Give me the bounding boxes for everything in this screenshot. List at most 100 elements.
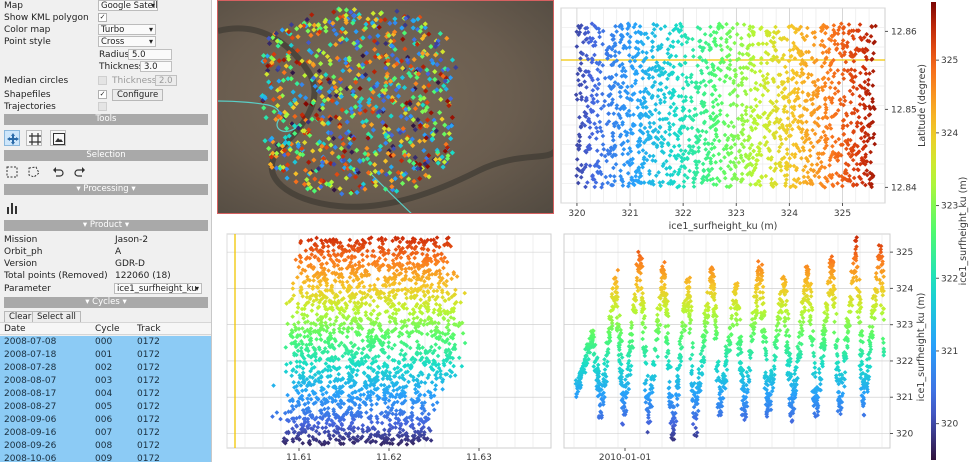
map-point — [318, 85, 324, 91]
latitude-point — [791, 104, 797, 109]
longitude-point — [396, 434, 402, 439]
longitude-point — [422, 292, 428, 298]
configure-button[interactable]: Configure — [112, 89, 164, 101]
latitude-point — [806, 136, 812, 142]
latitude-point — [647, 66, 652, 71]
date-column-header[interactable]: Date — [4, 324, 26, 334]
move-tool-button[interactable] — [4, 130, 20, 146]
table-row[interactable]: 2008-09-26 008 0172 — [0, 440, 211, 453]
latitude-point — [689, 116, 695, 122]
height-vs-time-chart[interactable]: 3203213223233243252010-01-01ice1_surfhei… — [560, 232, 930, 462]
latitude-point — [784, 147, 790, 152]
latitude-point — [687, 168, 692, 174]
map-point — [399, 180, 406, 186]
median-thickness-spinbox[interactable]: 2.0 — [155, 75, 177, 86]
longitude-point — [367, 416, 373, 421]
parameter-combo[interactable]: ice1_surfheight_ku — [114, 283, 202, 294]
latitude-point — [803, 49, 809, 55]
shapefiles-checkbox[interactable]: ✓ — [98, 90, 107, 99]
table-row[interactable]: 2008-07-28 002 0172 — [0, 362, 211, 375]
timeseries-plot[interactable]: 320 321 322 323 324 325 2010-01-01 ice1_surfhei… — [560, 232, 930, 462]
longitude-point — [397, 250, 402, 256]
table-row[interactable]: 2008-08-27 005 0172 — [0, 401, 211, 414]
latitude-point — [811, 42, 817, 48]
longitude-point — [404, 419, 410, 425]
redo-button[interactable] — [72, 164, 88, 180]
latitude-point — [668, 43, 673, 49]
table-row[interactable]: 2008-10-06 009 0172 — [0, 453, 211, 462]
image-tool-button[interactable] — [50, 130, 66, 146]
longitude-point — [296, 431, 301, 436]
radius-spinbox[interactable]: 5.0 — [128, 49, 172, 60]
latitude-plot[interactable]: 320 321 322 323 324 325 12.86 12.85 12.84 ice1_su… — [557, 0, 929, 234]
satellite-map[interactable] — [218, 1, 554, 214]
table-row[interactable]: 2008-08-17 004 0172 — [0, 388, 211, 401]
latitude-point — [678, 62, 684, 68]
height-vs-longitude-chart[interactable]: 11.61 11.62 11.63 — [217, 232, 557, 462]
longitude-point — [446, 322, 451, 327]
map-view[interactable] — [217, 0, 554, 214]
longitude-point — [436, 308, 441, 313]
longitude-point — [402, 398, 408, 404]
longitude-point — [315, 420, 321, 426]
latitude-point — [650, 30, 655, 36]
latitude-point — [608, 86, 614, 92]
product-section-bar[interactable]: ▾ Product ▾ — [4, 220, 208, 231]
colormap-combo[interactable]: Turbo — [98, 24, 156, 35]
longitude-point — [336, 300, 341, 305]
map-point — [332, 144, 338, 150]
median-checkbox[interactable] — [98, 76, 107, 85]
map-point — [348, 106, 354, 112]
latitude-vs-height-chart[interactable]: 320 321 322 323 324 32512.8612.8512.84ice1_su… — [557, 0, 929, 234]
longitude-point — [426, 297, 432, 303]
longitude-point — [365, 334, 371, 340]
pointstyle-combo[interactable]: Cross — [98, 36, 156, 47]
frame-tool-button[interactable] — [26, 130, 42, 146]
latitude-point — [650, 158, 655, 163]
trajectories-checkbox[interactable] — [98, 102, 107, 111]
longitude-point — [290, 426, 295, 432]
cycle-column-header[interactable]: Cycle — [95, 324, 120, 334]
latitude-point — [864, 159, 870, 164]
longitude-point — [451, 363, 456, 369]
latitude-point — [811, 168, 817, 173]
table-row[interactable]: 2008-07-08 000 0172 — [0, 336, 211, 349]
selection-section-bar[interactable]: Selection — [4, 150, 208, 161]
longitude-point — [371, 298, 377, 304]
rect-select-button[interactable] — [4, 164, 20, 180]
longitude-point — [357, 316, 362, 322]
kml-checkbox[interactable]: ✓ — [98, 13, 107, 22]
histogram-button[interactable] — [4, 200, 20, 216]
longitude-plot[interactable]: 11.61 11.62 11.63 — [217, 232, 557, 462]
latitude-point — [857, 161, 863, 167]
latitude-point — [845, 137, 851, 143]
cycles-section-bar[interactable]: ▾ Cycles ▾ — [4, 297, 208, 308]
undo-button[interactable] — [50, 164, 66, 180]
latitude-point — [750, 108, 756, 114]
cycle-cell: 005 — [95, 402, 113, 412]
longitude-point — [382, 432, 388, 437]
lasso-select-button[interactable] — [26, 164, 42, 180]
map-combo[interactable]: Google Satellite — [98, 0, 158, 11]
processing-section-bar[interactable]: ▾ Processing ▾ — [4, 184, 208, 195]
thickness-spinbox[interactable]: 3.0 — [140, 61, 172, 72]
track-column-header[interactable]: Track — [137, 324, 161, 334]
latitude-point — [818, 181, 823, 186]
latitude-point — [677, 61, 682, 67]
table-row[interactable]: 2008-09-16 007 0172 — [0, 427, 211, 440]
longitude-point — [372, 254, 377, 259]
table-row[interactable]: 2008-09-06 006 0172 — [0, 414, 211, 427]
longitude-point — [393, 425, 398, 430]
latitude-point — [621, 103, 627, 109]
latitude-point — [665, 60, 671, 66]
latitude-point — [665, 47, 671, 52]
map-point — [295, 34, 301, 40]
longitude-point — [428, 237, 434, 243]
latitude-point — [846, 162, 851, 168]
tools-section-bar[interactable]: Tools — [4, 114, 208, 125]
longitude-point — [341, 436, 347, 441]
latitude-point — [580, 39, 586, 45]
table-row[interactable]: 2008-08-07 003 0172 — [0, 375, 211, 388]
latitude-point — [873, 23, 878, 29]
table-row[interactable]: 2008-07-18 001 0172 — [0, 349, 211, 362]
